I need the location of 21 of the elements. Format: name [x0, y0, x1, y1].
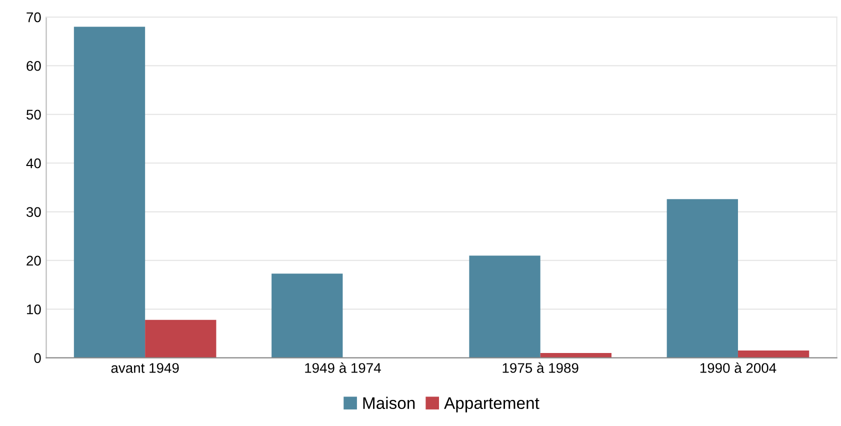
y-tick-label: 70: [26, 12, 41, 22]
x-tick-label: avant 1949: [111, 363, 179, 373]
x-tick-label: 1990 à 2004: [700, 362, 776, 373]
y-tick-label: 20: [26, 256, 41, 266]
x-tick-label: 1975 à 1989: [502, 362, 578, 373]
x-tick-label: 1949 à 1974: [305, 362, 381, 373]
y-tick-label: 0: [34, 353, 41, 364]
bar: [469, 256, 540, 358]
legend-label: Maison: [363, 396, 415, 410]
y-tick-label: 50: [26, 110, 41, 120]
y-tick-label: 30: [26, 207, 41, 217]
bar: [145, 320, 216, 358]
bar: [540, 352, 612, 358]
y-tick-label: 10: [27, 304, 41, 314]
y-tick-label: 40: [26, 158, 41, 168]
legend-label: Appartement: [444, 397, 540, 412]
bar: [272, 274, 343, 358]
y-tick-label: 60: [26, 61, 41, 71]
bar: [74, 26, 146, 358]
bar: [738, 350, 810, 358]
bar: [666, 199, 738, 358]
